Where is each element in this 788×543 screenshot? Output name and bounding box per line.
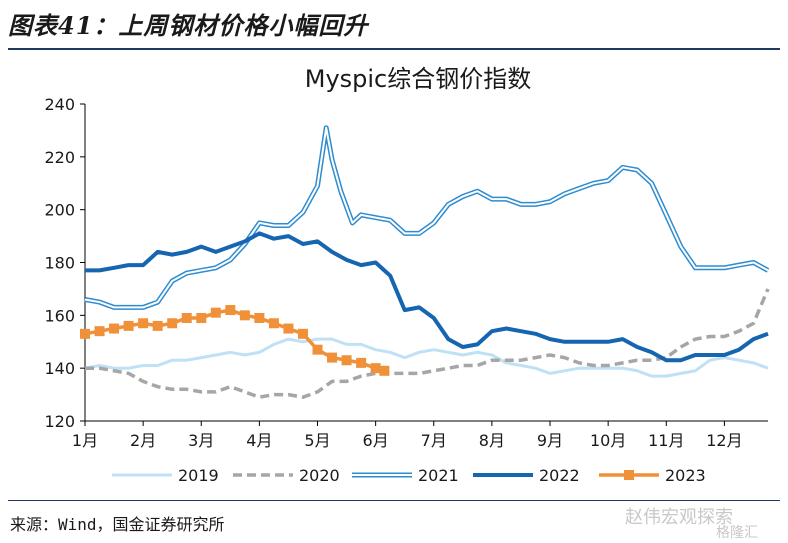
- series-line-outer: [84, 125, 770, 310]
- x-tick-label: 10月: [590, 431, 626, 450]
- legend-marker: [624, 470, 634, 480]
- y-tick-label: 140: [44, 359, 75, 378]
- data-point: [356, 357, 367, 368]
- data-point: [152, 320, 163, 331]
- legend-label: 2021: [418, 466, 459, 485]
- legend-label: 2019: [178, 466, 219, 485]
- data-point: [370, 363, 381, 374]
- y-tick-label: 180: [44, 254, 75, 273]
- series-line: [85, 231, 769, 363]
- watermark-text: 赵伟宏观探索: [625, 507, 733, 528]
- series-2020: [85, 288, 770, 399]
- x-tick-label: 6月: [363, 431, 389, 450]
- legend-item-2023: 2023: [599, 466, 706, 485]
- legend-label: 2023: [665, 466, 706, 485]
- chart-title: Myspic综合钢价指数: [305, 65, 532, 93]
- series-2019: [84, 337, 769, 378]
- series-2022: [85, 231, 769, 363]
- series-2021: [84, 125, 770, 310]
- x-tick-label: 11月: [648, 431, 684, 450]
- y-tick-label: 220: [44, 148, 75, 167]
- data-point: [327, 352, 338, 363]
- x-tick-label: 9月: [537, 431, 563, 450]
- axes: 120 140 160 180 200 220 240 1月 2月 3月 4月 5月 6月 7月 8月 9月 1…: [44, 95, 768, 450]
- data-point: [341, 355, 352, 366]
- y-tick-label: 160: [44, 306, 75, 325]
- series-2023: [80, 305, 390, 376]
- data-point: [181, 312, 192, 323]
- legend-label: 2020: [299, 466, 340, 485]
- data-point: [312, 344, 323, 355]
- x-tick-label: 1月: [72, 431, 98, 450]
- data-point: [297, 328, 308, 339]
- legend-item-2021: 2021: [352, 466, 459, 485]
- data-point: [123, 320, 134, 331]
- y-tick-label: 240: [44, 95, 75, 114]
- data-point: [80, 328, 90, 339]
- data-point: [239, 310, 250, 321]
- y-tick-label: 120: [44, 412, 75, 431]
- figure-title: 图表41：上周钢材价格小幅回升: [8, 11, 369, 40]
- data-point: [167, 318, 178, 329]
- bottom-rule: [8, 500, 780, 501]
- legend: 2019 2020 2021 2022 2023: [112, 466, 706, 485]
- line-chart: Myspic综合钢价指数 120 140 160 180 200 220 240 1月 2月 3月…: [44, 65, 770, 485]
- series-line: [84, 308, 385, 373]
- data-point: [210, 307, 221, 318]
- data-point: [268, 318, 279, 329]
- data-point: [196, 312, 207, 323]
- series-line: [84, 337, 769, 378]
- data-point: [225, 305, 236, 316]
- x-tick-label: 12月: [706, 431, 742, 450]
- legend-item-2022: 2022: [473, 466, 580, 485]
- x-tick-label: 4月: [246, 431, 272, 450]
- x-tick-label: 2月: [130, 431, 156, 450]
- legend-item-2020: 2020: [233, 466, 340, 485]
- data-point: [109, 323, 120, 334]
- data-point: [379, 365, 390, 376]
- y-tick-label: 200: [44, 201, 75, 220]
- legend-item-2019: 2019: [112, 466, 219, 485]
- x-tick-label: 3月: [188, 431, 214, 450]
- data-point: [254, 312, 265, 323]
- data-point: [283, 323, 294, 334]
- x-tick-label: 8月: [479, 431, 505, 450]
- data-point: [138, 318, 149, 329]
- legend-label: 2022: [539, 466, 580, 485]
- watermark-brand: 格隆汇: [716, 525, 758, 541]
- data-point: [94, 326, 105, 337]
- x-tick-label: 5月: [304, 431, 330, 450]
- series-line-inner: [84, 126, 769, 309]
- source-note: 来源：Wind，国金证券研究所: [10, 515, 225, 534]
- x-tick-label: 7月: [421, 431, 447, 450]
- series-line: [85, 288, 770, 399]
- top-rule: [8, 48, 780, 50]
- series-layer: [80, 125, 770, 399]
